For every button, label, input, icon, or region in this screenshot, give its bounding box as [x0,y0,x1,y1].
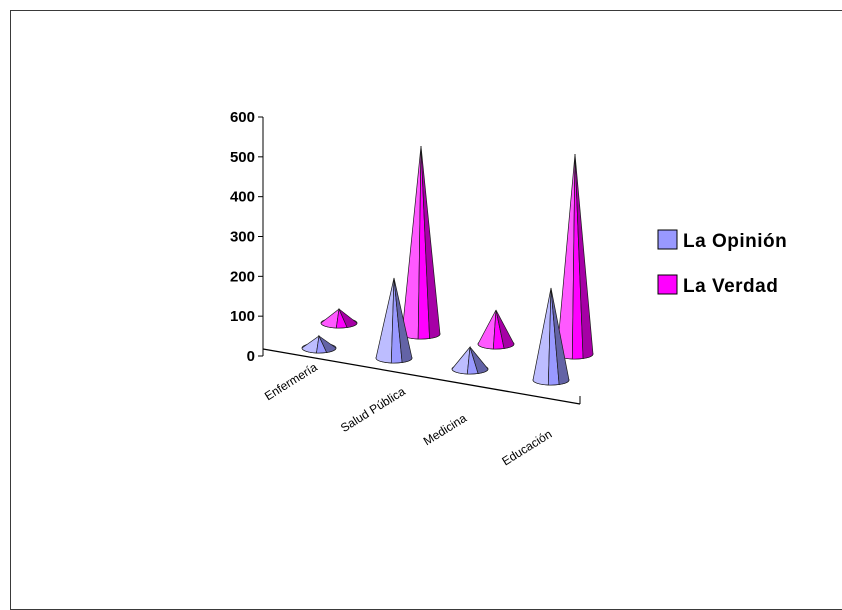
legend-label: La Verdad [683,276,778,297]
cones [301,145,594,386]
y-tick-label: 200 [230,268,255,285]
legend-swatch [657,229,678,250]
cone-la-opinion-0 [301,334,337,354]
y-tick-label: 0 [247,348,255,365]
y-tick-label: 600 [230,109,255,126]
cone-la-verdad-3 [556,153,594,360]
legend-label: La Opinión [683,231,787,252]
axes: 0 100 200 300 400 500 600 Enfermería Salud Públi… [230,109,581,469]
y-tick-label: 400 [230,189,255,206]
cone-la-verdad-2 [477,309,515,350]
category-label: Enfermería [262,360,320,403]
y-tick-label: 300 [230,229,255,246]
category-label: Medicina [421,411,469,448]
cone-la-opinion-3 [532,287,570,386]
category-label: Salud Pública [338,384,408,435]
category-label: Educación [499,427,554,469]
cone-la-verdad-1 [401,145,441,340]
legend-swatch [657,274,678,295]
cone-la-opinion-1 [375,277,413,364]
cone-la-verdad-0 [320,307,358,329]
y-tick-label: 500 [230,149,255,166]
cone-la-opinion-2 [451,345,489,375]
legend: La Opinión La Verdad [657,229,787,297]
x-axis-line [262,348,581,405]
y-tick-label: 100 [230,308,255,325]
cone-chart: 0 100 200 300 400 500 600 Enfermería Salud Públi… [230,109,787,469]
